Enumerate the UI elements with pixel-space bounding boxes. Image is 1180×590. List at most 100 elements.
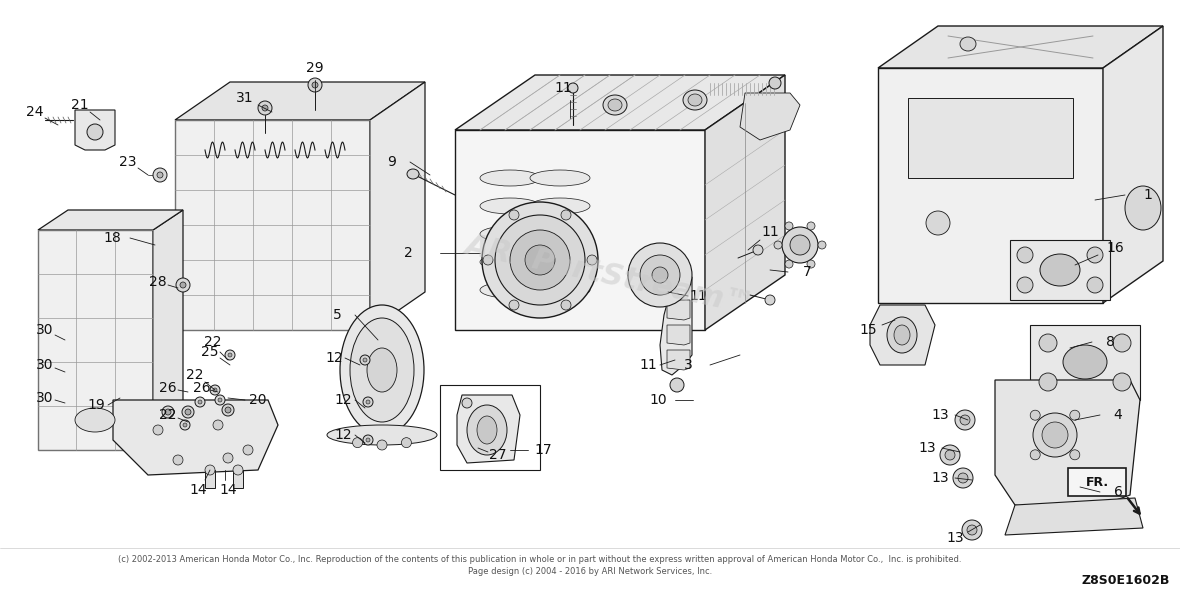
Text: Page design (c) 2004 - 2016 by ARI Network Services, Inc.: Page design (c) 2004 - 2016 by ARI Netwo… — [468, 568, 712, 576]
Polygon shape — [870, 305, 935, 365]
Polygon shape — [455, 130, 704, 330]
Ellipse shape — [223, 453, 232, 463]
Text: 13: 13 — [931, 471, 949, 485]
Ellipse shape — [176, 278, 190, 292]
Ellipse shape — [530, 254, 590, 270]
Text: 12: 12 — [334, 393, 352, 407]
Bar — [205, 470, 215, 488]
Polygon shape — [1103, 26, 1163, 303]
Bar — [907, 98, 1073, 178]
Ellipse shape — [962, 520, 982, 540]
Ellipse shape — [463, 398, 472, 408]
Ellipse shape — [530, 198, 590, 214]
Ellipse shape — [214, 420, 223, 430]
Ellipse shape — [1040, 254, 1080, 286]
Text: ARI PartStream™: ARI PartStream™ — [463, 230, 758, 320]
Ellipse shape — [1030, 450, 1041, 460]
Ellipse shape — [225, 407, 231, 413]
Ellipse shape — [480, 170, 540, 186]
Ellipse shape — [1125, 186, 1161, 230]
Ellipse shape — [153, 168, 168, 182]
Ellipse shape — [157, 172, 163, 178]
Ellipse shape — [262, 105, 268, 111]
Ellipse shape — [228, 353, 232, 357]
Ellipse shape — [1040, 373, 1057, 391]
Polygon shape — [38, 210, 183, 230]
Text: 6: 6 — [1114, 485, 1122, 499]
Ellipse shape — [1063, 345, 1107, 379]
Ellipse shape — [1070, 450, 1080, 460]
Text: 3: 3 — [683, 358, 693, 372]
Ellipse shape — [688, 94, 702, 106]
Ellipse shape — [530, 282, 590, 298]
Ellipse shape — [353, 438, 362, 448]
Text: 9: 9 — [387, 155, 396, 169]
Ellipse shape — [530, 170, 590, 186]
Bar — [232, 470, 243, 488]
Text: 30: 30 — [37, 391, 54, 405]
Polygon shape — [740, 93, 800, 140]
Ellipse shape — [765, 295, 775, 305]
Ellipse shape — [258, 101, 273, 115]
Text: 4: 4 — [1114, 408, 1122, 422]
Ellipse shape — [401, 438, 412, 448]
Ellipse shape — [958, 473, 968, 483]
Text: 22: 22 — [204, 335, 222, 349]
Polygon shape — [704, 75, 785, 330]
Text: 10: 10 — [649, 393, 667, 407]
Ellipse shape — [894, 325, 910, 345]
Ellipse shape — [182, 406, 194, 418]
Ellipse shape — [195, 397, 205, 407]
Polygon shape — [995, 380, 1140, 515]
Ellipse shape — [214, 388, 217, 392]
Ellipse shape — [785, 260, 793, 268]
Ellipse shape — [807, 260, 815, 268]
Ellipse shape — [181, 282, 186, 288]
Ellipse shape — [376, 440, 387, 450]
Text: 7: 7 — [802, 265, 812, 279]
Ellipse shape — [225, 350, 235, 360]
Polygon shape — [371, 82, 425, 330]
Text: 11: 11 — [640, 358, 657, 372]
Ellipse shape — [210, 385, 219, 395]
Ellipse shape — [153, 425, 163, 435]
Text: 11: 11 — [761, 225, 779, 239]
Polygon shape — [667, 300, 690, 320]
Text: 30: 30 — [37, 323, 54, 337]
Polygon shape — [1010, 240, 1110, 300]
Polygon shape — [660, 277, 691, 375]
Ellipse shape — [1113, 373, 1130, 391]
Polygon shape — [76, 110, 114, 150]
Ellipse shape — [198, 400, 202, 404]
Text: 19: 19 — [87, 398, 105, 412]
Text: 30: 30 — [37, 358, 54, 372]
Ellipse shape — [966, 525, 977, 535]
Ellipse shape — [181, 420, 190, 430]
Ellipse shape — [215, 395, 225, 405]
Ellipse shape — [670, 378, 684, 392]
Ellipse shape — [87, 124, 103, 140]
Ellipse shape — [494, 215, 585, 305]
Ellipse shape — [185, 409, 191, 415]
Ellipse shape — [162, 406, 173, 418]
Text: 31: 31 — [236, 91, 254, 105]
Text: 26: 26 — [194, 381, 211, 395]
Polygon shape — [153, 210, 183, 450]
Ellipse shape — [350, 318, 414, 422]
Ellipse shape — [205, 465, 215, 475]
Ellipse shape — [481, 202, 598, 318]
Polygon shape — [113, 400, 278, 475]
Ellipse shape — [953, 468, 974, 488]
Ellipse shape — [173, 455, 183, 465]
Ellipse shape — [785, 222, 793, 230]
Ellipse shape — [340, 305, 424, 435]
Ellipse shape — [510, 230, 570, 290]
Polygon shape — [667, 350, 690, 370]
Text: FR.: FR. — [1086, 476, 1108, 489]
Ellipse shape — [509, 300, 519, 310]
Ellipse shape — [1040, 334, 1057, 352]
Polygon shape — [175, 82, 425, 120]
Ellipse shape — [961, 37, 976, 51]
Ellipse shape — [76, 408, 114, 432]
Ellipse shape — [367, 348, 396, 392]
